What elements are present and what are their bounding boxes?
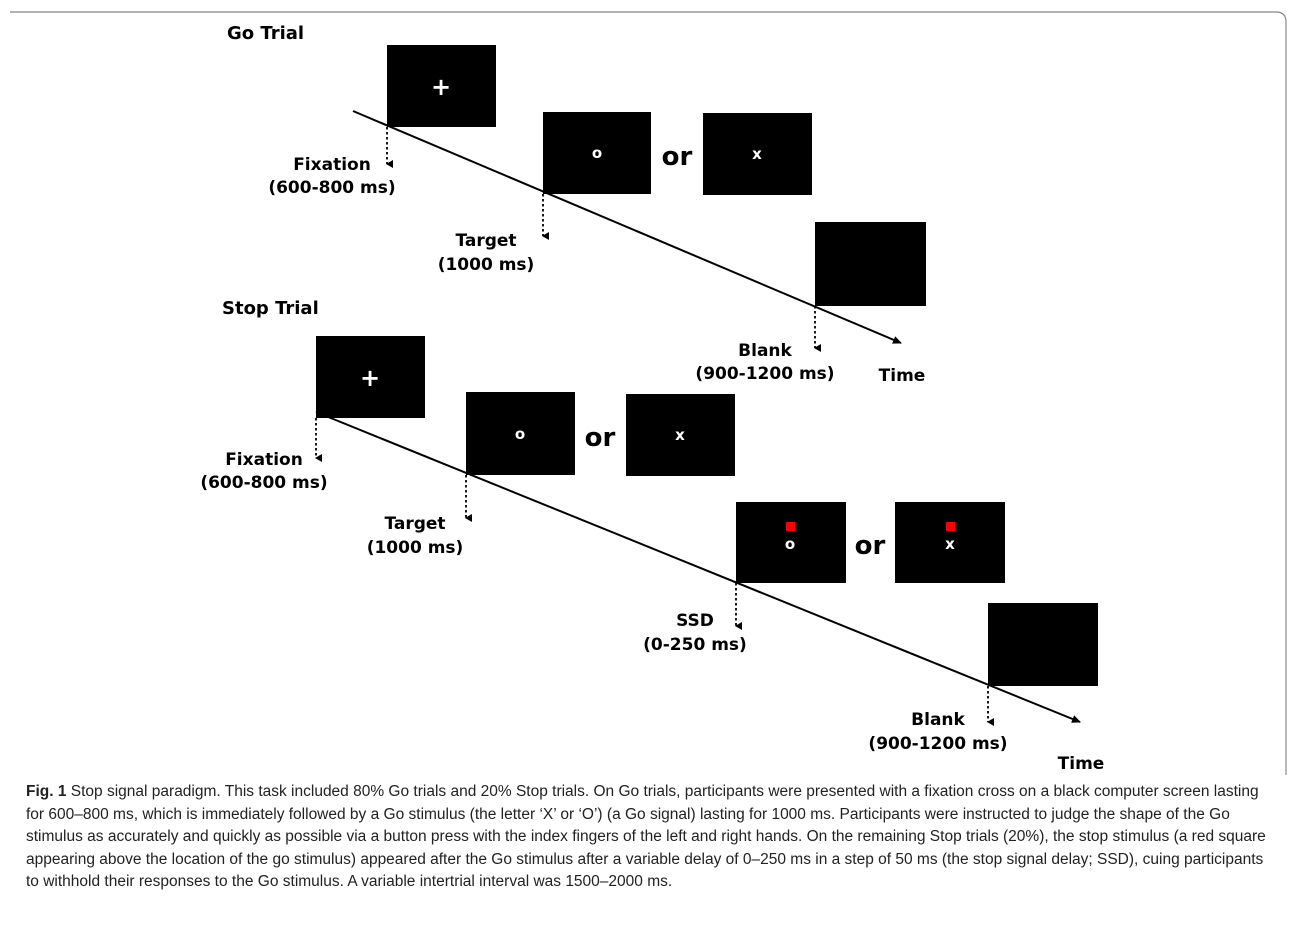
go-time-label: Time	[879, 366, 926, 386]
go-target-screen-o	[543, 112, 651, 194]
stop-blank-label: Blank	[911, 710, 965, 730]
go-fixation-cross: +	[431, 73, 451, 101]
stop-target-screen-o	[466, 392, 575, 475]
go-target-o: o	[592, 144, 602, 162]
go-blank-label: Blank	[738, 341, 792, 361]
stop-or-text-2: or	[855, 531, 886, 561]
stop-or-text: or	[585, 423, 616, 453]
caption-text: Stop signal paradigm. This task included…	[26, 783, 1266, 890]
figure-caption: Fig. 1 Stop signal paradigm. This task i…	[26, 781, 1271, 894]
go-timeline-arrow	[352, 110, 902, 344]
stop-target-screen-x	[626, 394, 735, 476]
stop-target-o: o	[515, 425, 525, 443]
stop-target-duration: (1000 ms)	[367, 538, 464, 558]
stop-signal-screen-x	[895, 502, 1005, 583]
go-blank-duration: (900-1200 ms)	[695, 364, 834, 384]
go-trial-heading: Go Trial	[227, 23, 304, 44]
go-trial: Go Trial + o or x Fixation (600-800 ms) …	[227, 23, 926, 386]
stop-blank-screen	[988, 603, 1098, 686]
go-target-label: Target	[455, 231, 516, 251]
go-blank-screen	[815, 222, 926, 306]
go-target-x: x	[752, 145, 762, 163]
go-or-text: or	[662, 142, 693, 172]
stop-fixation-cross: +	[360, 364, 380, 392]
go-fixation-duration: (600-800 ms)	[268, 178, 395, 198]
stop-ssd-duration: (0-250 ms)	[643, 635, 747, 655]
stop-fixation-label: Fixation	[225, 450, 303, 470]
figure-label: Fig. 1	[26, 783, 67, 800]
stop-signal-square	[946, 522, 955, 531]
stop-blank-duration: (900-1200 ms)	[868, 734, 1007, 754]
stop-trial-heading: Stop Trial	[222, 298, 319, 319]
stop-signal-o: o	[785, 535, 795, 553]
figure-frame	[10, 11, 1287, 775]
go-fixation-label: Fixation	[293, 155, 371, 175]
stop-ssd-label: SSD	[676, 611, 714, 631]
go-fixation-screen	[387, 45, 496, 127]
stop-fixation-duration: (600-800 ms)	[200, 473, 327, 493]
stop-target-x: x	[675, 426, 685, 444]
go-target-duration: (1000 ms)	[438, 255, 535, 275]
stop-signal-x: x	[945, 535, 955, 553]
stop-target-label: Target	[384, 514, 445, 534]
go-target-screen-x	[703, 113, 812, 195]
stop-time-label: Time	[1058, 754, 1105, 774]
stop-signal-square	[786, 522, 795, 531]
stop-fixation-screen	[316, 336, 425, 418]
stop-timeline-arrow	[315, 411, 1081, 723]
stop-signal-screen-o	[736, 502, 846, 583]
stop-trial: Stop Trial + o or x o or x Fixation (600…	[200, 298, 1104, 774]
